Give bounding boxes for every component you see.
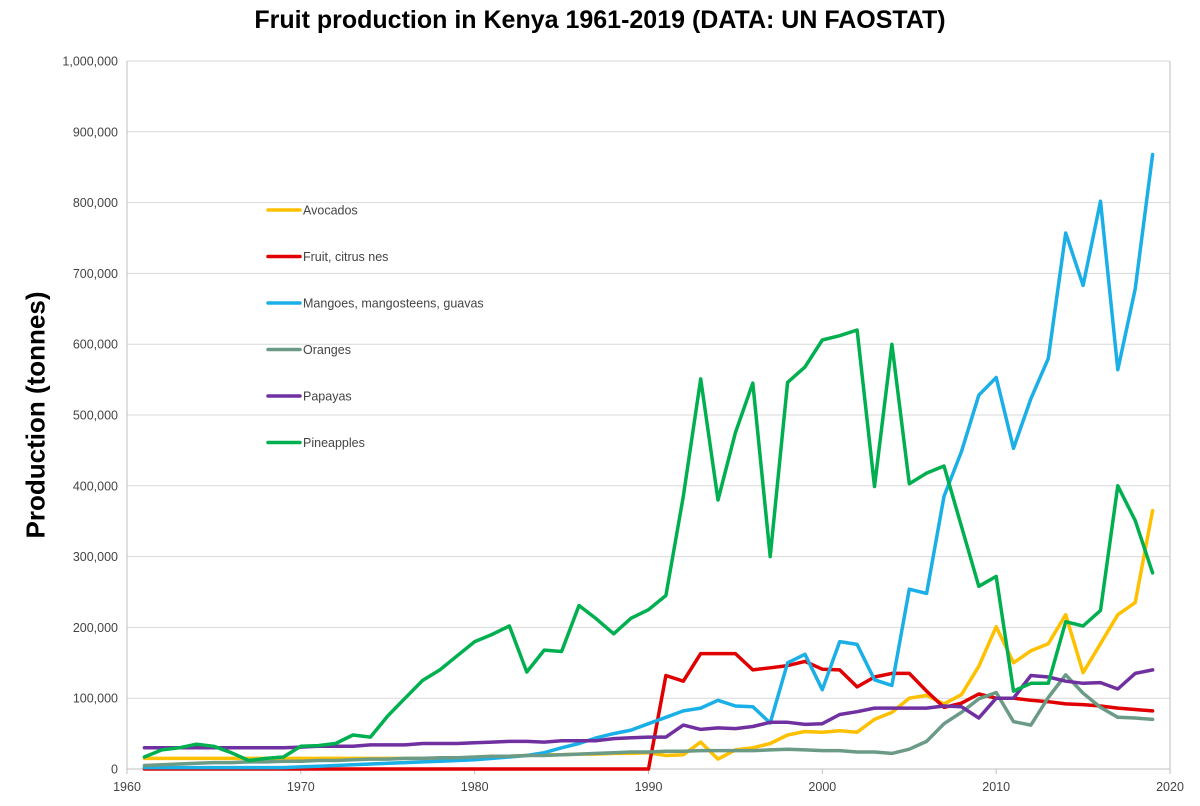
y-tick-label: 100,000 [73, 692, 118, 706]
y-tick-label: 500,000 [73, 409, 118, 423]
series-lines [142, 152, 1155, 771]
y-tick-label: 600,000 [73, 338, 118, 352]
legend-label: Oranges [303, 343, 351, 357]
y-tick-label: 0 [111, 763, 118, 777]
legend: Avocados Fruit, citrus nes Mangoes, mangos… [266, 204, 484, 450]
y-tick-label: 200,000 [73, 621, 118, 635]
series-line-oranges [142, 673, 1155, 768]
y-tick-label: 300,000 [73, 550, 118, 564]
series-line-mangoes-mangosteens-guavas [142, 152, 1155, 770]
legend-label: Mangoes, mangosteens, guavas [303, 297, 484, 311]
legend-label: Fruit, citrus nes [303, 250, 388, 264]
series-line-papayas [142, 668, 1155, 750]
x-tick-label: 2000 [808, 780, 836, 794]
series-line-avocados [142, 508, 1155, 761]
x-tick-label: 1960 [113, 780, 141, 794]
x-tick-labels: 1960 1970 1980 1990 2000 2010 2020 [113, 780, 1184, 794]
y-tick-label: 800,000 [73, 196, 118, 210]
gridlines [127, 60, 1170, 699]
y-tick-label: 400,000 [73, 479, 118, 493]
legend-label: Avocados [303, 204, 358, 218]
y-tick-label: 1,000,000 [62, 55, 118, 69]
legend-label: Pineapples [303, 436, 365, 450]
y-tick-label: 700,000 [73, 267, 118, 281]
x-tick-label: 1980 [461, 780, 489, 794]
y-tick-label: 900,000 [73, 125, 118, 139]
x-tick-label: 1990 [635, 780, 663, 794]
x-tick-label: 2020 [1156, 780, 1184, 794]
chart-title: Fruit production in Kenya 1961-2019 (DAT… [254, 6, 946, 34]
y-tick-labels: 0 100,000 200,000 300,000 400,000 500,000 600,… [62, 55, 118, 777]
axes [126, 61, 1171, 774]
x-tick-label: 1970 [287, 780, 315, 794]
series-line-pineapples [142, 328, 1155, 763]
legend-label: Papayas [303, 390, 352, 404]
x-tick-label: 2010 [982, 780, 1010, 794]
